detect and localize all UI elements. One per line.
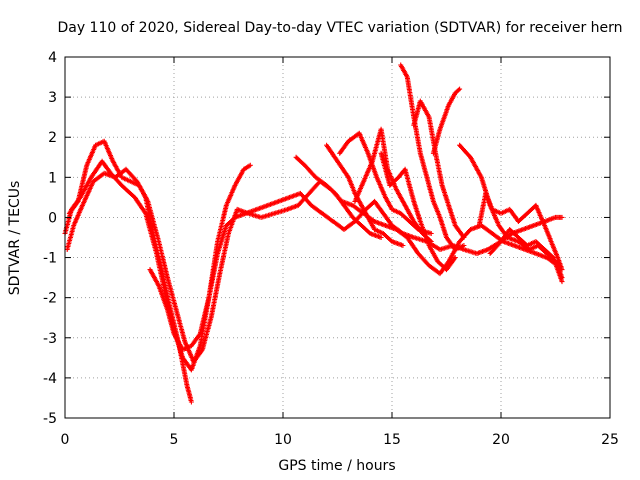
plus-markers (378, 150, 458, 273)
y-axis-label: SDTVAR / TECUs (7, 181, 23, 296)
plus-markers (66, 138, 194, 405)
satellite-track-10 (398, 62, 467, 252)
plus-markers (398, 62, 467, 252)
y-tick-label: 4 (48, 50, 57, 66)
satellite-track-9 (378, 150, 458, 273)
y-tick-label: 1 (48, 170, 57, 186)
y-tick-label: -3 (43, 331, 57, 347)
chart-title: Day 110 of 2020, Sidereal Day-to-day VTE… (57, 20, 622, 36)
plus-markers (476, 190, 565, 273)
plus-markers (147, 162, 253, 353)
plus-markers (293, 154, 384, 240)
x-axis-label: GPS time / hours (278, 458, 395, 474)
y-tick-label: 3 (48, 90, 57, 106)
satellite-track-14 (476, 190, 565, 273)
satellite-track-5 (293, 154, 384, 240)
y-tick-label: -5 (43, 411, 57, 427)
plus-markers (487, 227, 565, 285)
satellite-track-8 (352, 126, 434, 244)
satellite-track-12 (430, 86, 463, 156)
x-tick-label: 5 (170, 432, 179, 448)
x-tick-label: 0 (61, 432, 70, 448)
x-tick-label: 10 (274, 432, 292, 448)
plot-frame (64, 56, 611, 419)
satellite-track-15 (487, 227, 565, 285)
x-tick-label: 20 (492, 432, 510, 448)
plus-markers (430, 86, 463, 156)
x-tick-label: 15 (383, 432, 401, 448)
x-tick-label: 25 (601, 432, 619, 448)
satellite-track-4 (147, 162, 253, 353)
y-tick-label: 0 (48, 210, 57, 226)
y-tick-label: -1 (43, 251, 57, 267)
y-tick-label: 2 (48, 130, 57, 146)
grid-lines (65, 57, 610, 418)
y-tick-label: -2 (43, 291, 57, 307)
y-tick-label: -4 (43, 371, 57, 387)
axis-ticks: 0 5 10 15 20 25 -5 -4 -3 -2 -1 0 1 2 3 4 (43, 50, 619, 448)
plus-markers (352, 126, 434, 244)
data-series (62, 62, 565, 405)
satellite-track-3 (66, 138, 194, 405)
